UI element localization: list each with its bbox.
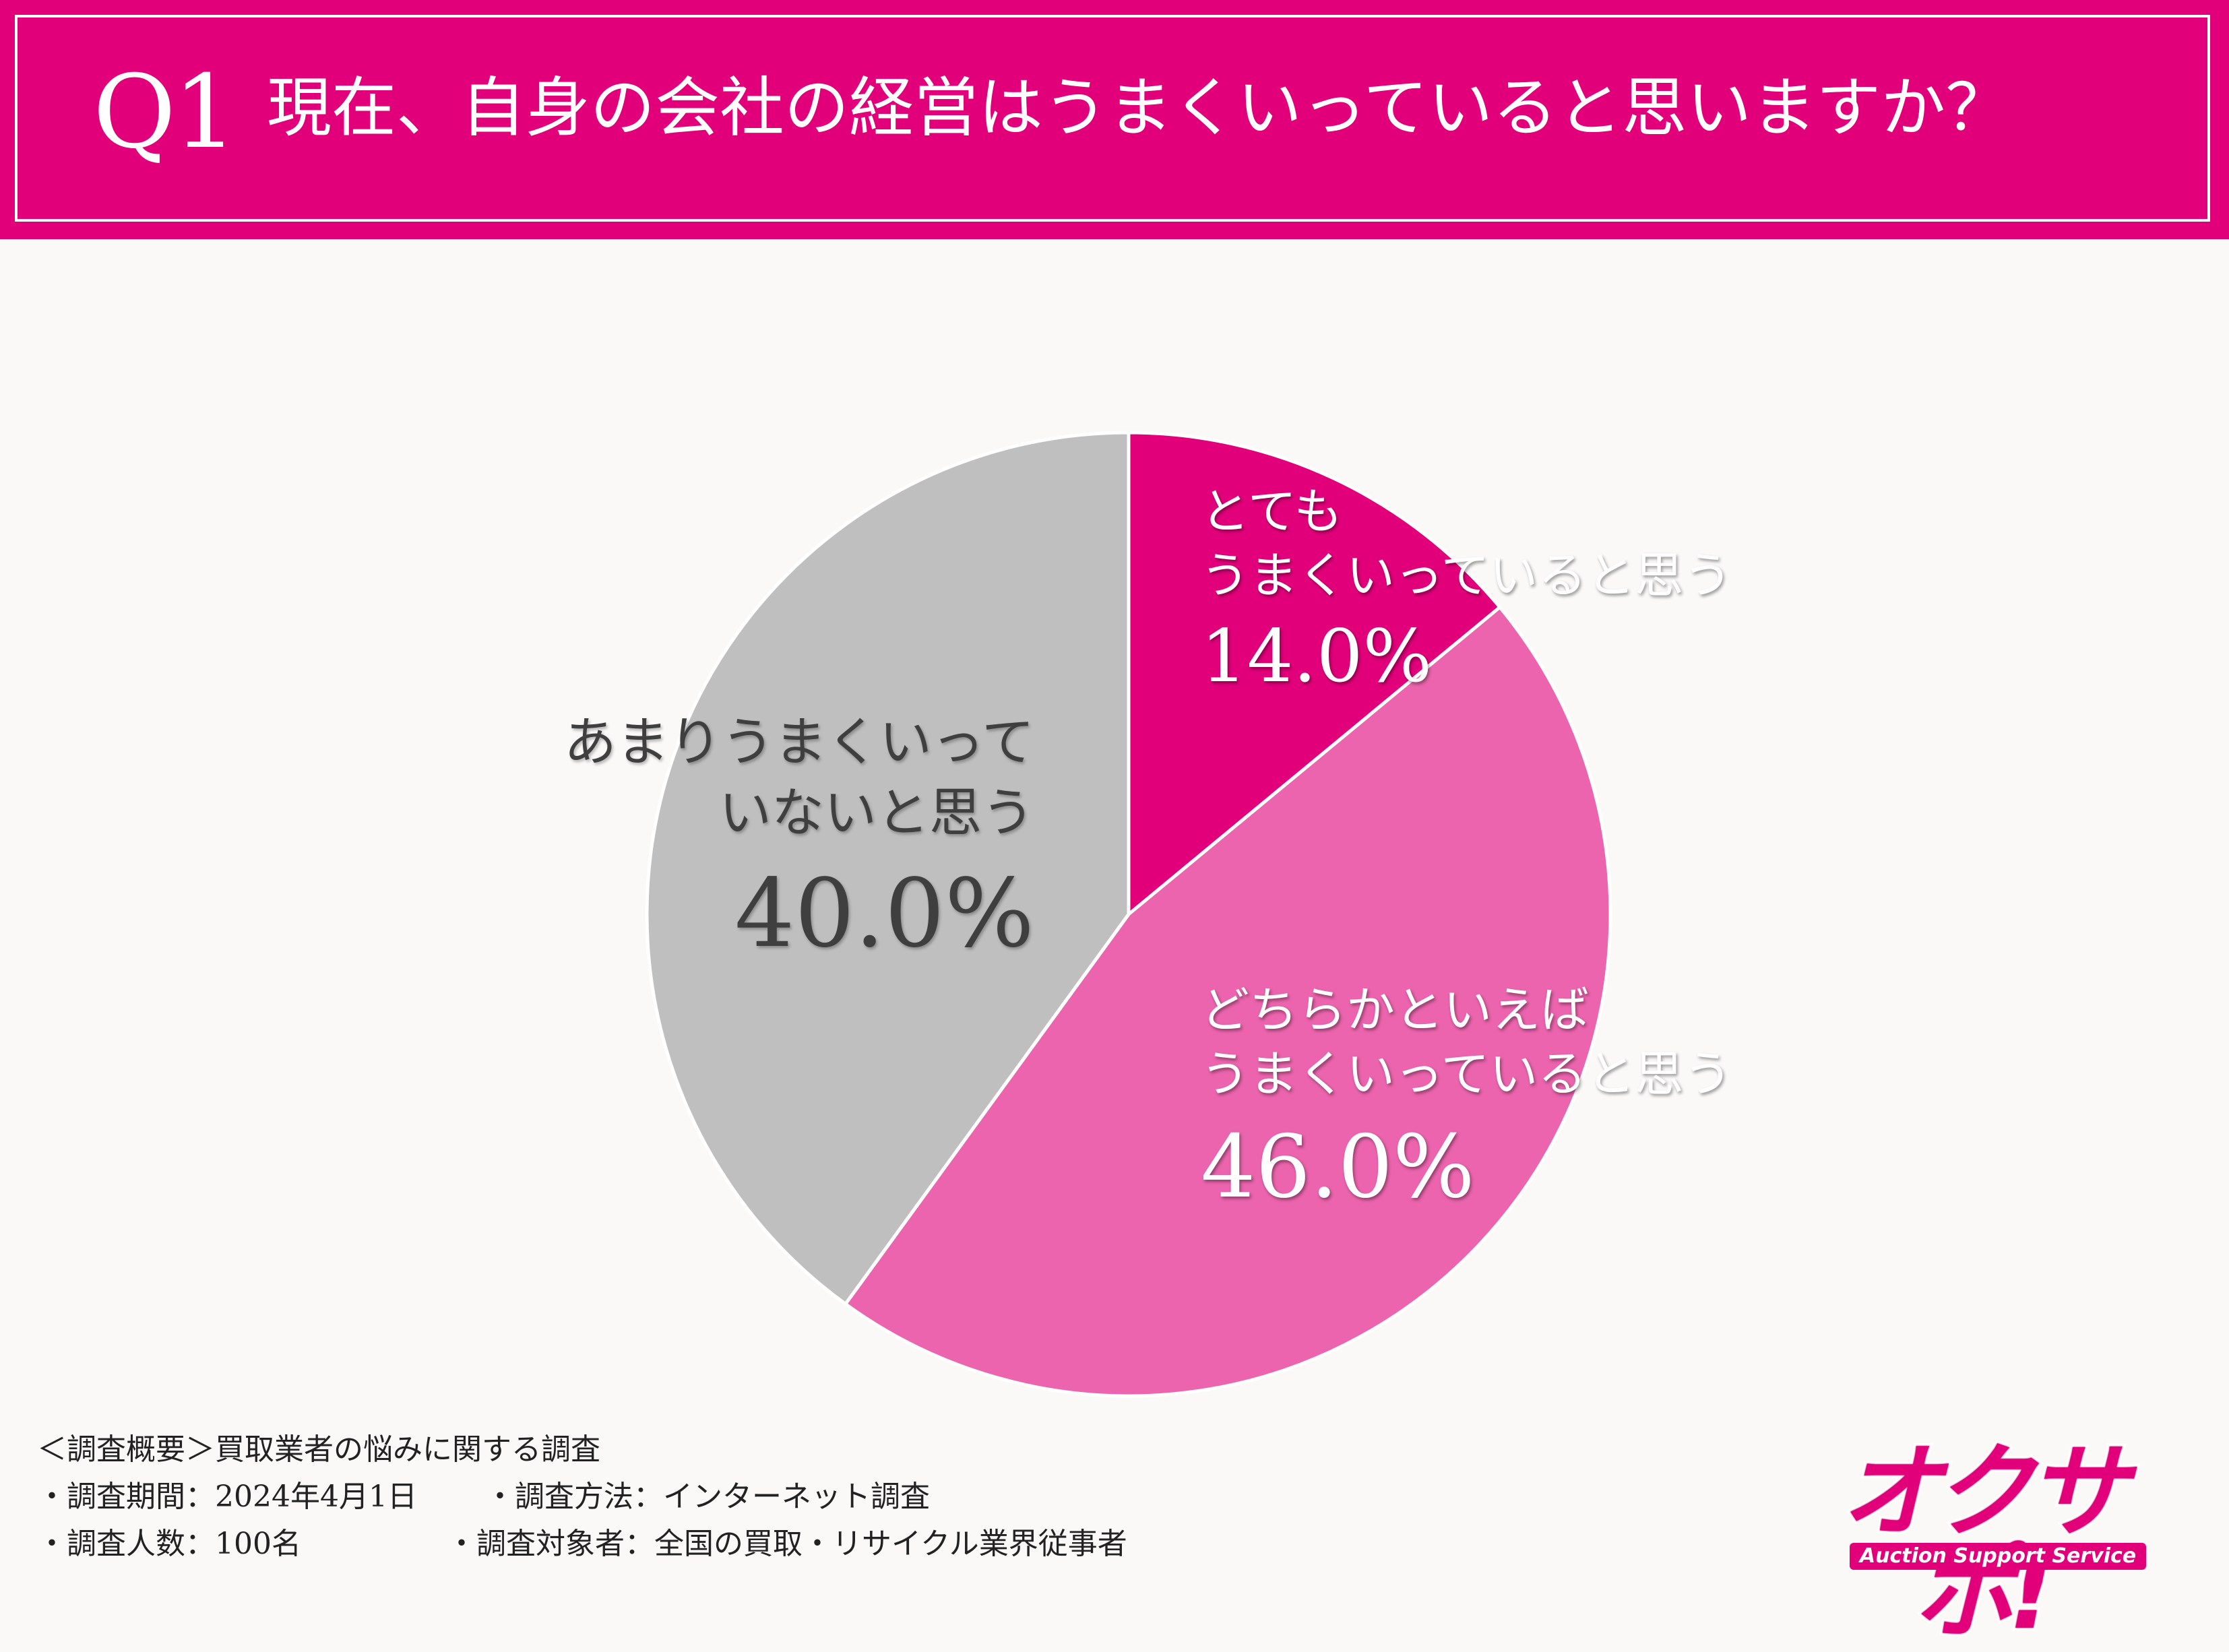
survey-overview: ＜調査概要＞買取業者の悩みに関する調査 ・調査期間：2024年4月1日 ・調査方… — [37, 1432, 1127, 1577]
pie-chart — [645, 431, 1612, 1398]
pie-slice-not-well — [645, 431, 1131, 1306]
header-frame — [15, 15, 2210, 222]
logo-tagline: Auction Support Service — [1850, 1543, 2146, 1570]
slice-label-category-line: とても — [1201, 483, 1343, 540]
slice-label-category-line: どちらかといえば — [1201, 982, 1590, 1038]
survey-method: ・調査方法：インターネット調査 — [485, 1480, 930, 1514]
slice-label-category-line: うまくいっていると思う — [1201, 1046, 1732, 1103]
survey-summary: ＜調査概要＞買取業者の悩みに関する調査 — [37, 1432, 600, 1467]
pie-slice-very-well — [1127, 431, 1502, 916]
survey-respondents: ・調査人数：100名 — [37, 1527, 301, 1561]
brand-logo: オクサポ! Auction Support Service — [1789, 1439, 2173, 1647]
slice-label-somewhat-well: どちらかといえば うまくいっていると思う 46.0% — [1201, 978, 1732, 1219]
slice-label-percent: 14.0% — [1201, 614, 1433, 699]
slice-label-category-line: いないと思う — [718, 782, 1034, 844]
survey-target: ・調査対象者：全国の買取・リサイクル業界従事者 — [447, 1527, 1127, 1561]
slice-label-category-line: うまくいっていると思う — [1201, 547, 1732, 604]
slice-label-percent: 46.0% — [1201, 1117, 1475, 1218]
pie-slice-somewhat-well — [844, 605, 1612, 1398]
slice-label-very-well: とても うまくいっていると思う 14.0% — [1201, 480, 1732, 701]
slice-label-not-well: あまりうまくいって いないと思う 40.0% — [522, 707, 1034, 971]
question-title: 現在、自身の会社の経営はうまくいっていると思いますか？ — [267, 70, 2011, 146]
question-number: Q1 — [93, 54, 237, 171]
survey-period: ・調査期間：2024年4月1日 — [37, 1480, 417, 1514]
slice-label-category-line: あまりうまくいって — [563, 712, 1034, 773]
question-header: Q1 現在、自身の会社の経営はうまくいっていると思いますか？ — [0, 0, 2229, 239]
slice-label-percent: 40.0% — [734, 859, 1034, 970]
